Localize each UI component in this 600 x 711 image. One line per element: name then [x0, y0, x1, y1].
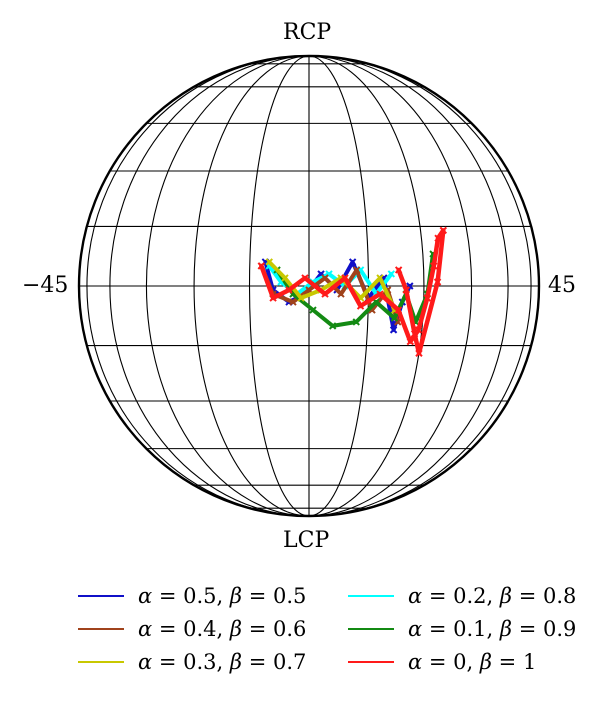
trace-marker: [390, 314, 399, 322]
trace-marker: [301, 274, 309, 282]
trace-marker: [341, 274, 349, 282]
longitude-line: [308, 55, 473, 517]
trace-marker: [423, 294, 432, 302]
trace-line: [267, 260, 397, 312]
lcp-label: LCP: [283, 528, 330, 553]
trace-line: [259, 228, 446, 356]
trace-marker: [337, 290, 345, 298]
trace-marker: [394, 306, 403, 314]
trace-marker: [285, 286, 293, 294]
longitude-line: [193, 55, 310, 517]
longitude-line: [308, 55, 532, 517]
trace-marker: [321, 290, 329, 298]
trace-marker: [321, 274, 329, 282]
longitude-line: [109, 55, 310, 517]
trace-marker: [352, 266, 361, 274]
trace-marker: [376, 290, 384, 298]
trace-marker: [309, 306, 317, 314]
trace-marker: [328, 322, 337, 330]
longitude-line: [86, 55, 310, 517]
trace-marker: [376, 274, 384, 282]
rcp-label: RCP: [283, 20, 332, 45]
trace-marker: [281, 274, 289, 282]
trace-marker: [352, 318, 360, 326]
trace-marker: [406, 337, 415, 346]
right-longitude-label: 45: [548, 273, 576, 298]
trace-marker: [269, 294, 277, 302]
longitude-line: [308, 55, 370, 517]
trace-marker: [257, 262, 266, 270]
trace-marker: [387, 270, 396, 278]
trace-marker: [415, 349, 423, 357]
trace-marker: [394, 266, 403, 274]
trace-marker: [265, 258, 273, 266]
longitude-line: [145, 55, 310, 517]
left-longitude-label: −45: [22, 273, 69, 298]
longitude-line: [308, 55, 509, 517]
longitude-line: [248, 55, 310, 517]
trace-marker: [410, 330, 419, 338]
trace-marker: [289, 298, 297, 306]
trace-marker: [430, 262, 438, 270]
trace-marker: [434, 234, 442, 242]
trace-marker: [348, 258, 357, 266]
polarization-traces: [257, 226, 448, 357]
longitude-line: [308, 55, 425, 517]
trace-marker: [389, 326, 398, 334]
trace-marker: [433, 278, 442, 286]
trace-marker: [356, 302, 365, 310]
sphere-grid: [77, 54, 541, 518]
trace-marker: [402, 286, 410, 294]
trace-marker: [439, 226, 448, 235]
trace-marker: [297, 294, 305, 302]
